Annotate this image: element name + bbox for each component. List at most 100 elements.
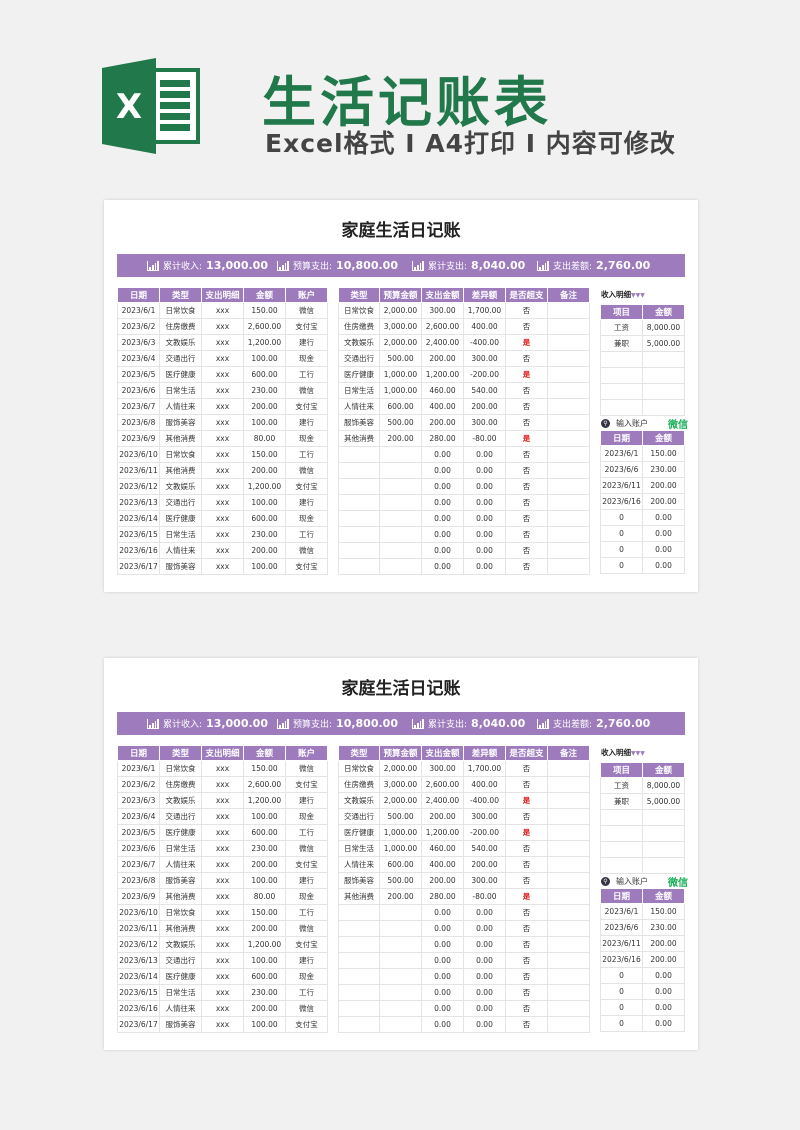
table-cell[interactable]: [600, 857, 643, 874]
table-cell[interactable]: 150.00: [243, 446, 286, 463]
table-cell[interactable]: 微信: [285, 1000, 328, 1017]
table-cell[interactable]: [547, 478, 590, 495]
table-cell[interactable]: [600, 809, 643, 826]
table-cell[interactable]: 0: [600, 983, 643, 1000]
table-cell[interactable]: xxx: [201, 856, 244, 873]
table-cell[interactable]: [642, 383, 685, 400]
table-cell[interactable]: 2023/6/16: [117, 542, 160, 559]
table-cell[interactable]: [642, 841, 685, 858]
table-cell[interactable]: 0: [600, 967, 643, 984]
table-cell[interactable]: [379, 968, 422, 985]
table-cell[interactable]: -80.00: [463, 430, 506, 447]
table-cell[interactable]: 否: [505, 776, 548, 793]
table-cell[interactable]: 交通出行: [338, 350, 380, 367]
table-cell[interactable]: 医疗健康: [159, 510, 202, 527]
table-cell[interactable]: 2023/6/7: [117, 398, 160, 415]
table-cell[interactable]: 200.00: [379, 888, 422, 905]
table-cell[interactable]: -80.00: [463, 888, 506, 905]
table-cell[interactable]: 支付宝: [285, 398, 328, 415]
table-cell[interactable]: 交通出行: [159, 494, 202, 511]
table-cell[interactable]: xxx: [201, 760, 244, 777]
table-cell[interactable]: 其他消费: [159, 920, 202, 937]
table-cell[interactable]: 2023/6/1: [600, 903, 643, 920]
table-cell[interactable]: 0.00: [642, 1015, 685, 1032]
table-cell[interactable]: 否: [505, 856, 548, 873]
table-cell[interactable]: 150.00: [243, 760, 286, 777]
table-cell[interactable]: [547, 462, 590, 479]
table-cell[interactable]: 0.00: [642, 999, 685, 1016]
table-cell[interactable]: [547, 920, 590, 937]
table-cell[interactable]: 日常饮食: [338, 302, 380, 319]
table-cell[interactable]: 0.00: [421, 558, 464, 575]
table-cell[interactable]: 230.00: [243, 984, 286, 1001]
table-cell[interactable]: 建行: [285, 792, 328, 809]
table-cell[interactable]: 200.00: [642, 951, 685, 968]
table-cell[interactable]: 否: [505, 414, 548, 431]
table-cell[interactable]: 日常饮食: [159, 302, 202, 319]
table-cell[interactable]: xxx: [201, 526, 244, 543]
table-cell[interactable]: 2023/6/16: [117, 1000, 160, 1017]
table-cell[interactable]: 现金: [285, 968, 328, 985]
table-cell[interactable]: [338, 1000, 380, 1017]
table-cell[interactable]: 建行: [285, 334, 328, 351]
table-cell[interactable]: xxx: [201, 1000, 244, 1017]
table-cell[interactable]: 服饰美容: [338, 872, 380, 889]
table-cell[interactable]: 住房缴费: [159, 776, 202, 793]
table-cell[interactable]: [338, 494, 380, 511]
table-cell[interactable]: 住房缴费: [338, 318, 380, 335]
table-cell[interactable]: [547, 936, 590, 953]
table-cell[interactable]: 200.00: [421, 350, 464, 367]
account-input[interactable]: 微信: [668, 420, 688, 431]
table-cell[interactable]: 200.00: [243, 398, 286, 415]
table-cell[interactable]: 日常生活: [159, 840, 202, 857]
table-cell[interactable]: 日常生活: [159, 984, 202, 1001]
table-cell[interactable]: 600.00: [243, 366, 286, 383]
table-cell[interactable]: [547, 792, 590, 809]
table-cell[interactable]: 1,000.00: [379, 366, 422, 383]
table-cell[interactable]: 2023/6/1: [600, 445, 643, 462]
table-cell[interactable]: [379, 920, 422, 937]
table-cell[interactable]: [379, 542, 422, 559]
table-cell[interactable]: [547, 952, 590, 969]
table-cell[interactable]: [338, 478, 380, 495]
table-cell[interactable]: 100.00: [243, 808, 286, 825]
table-cell[interactable]: xxx: [201, 888, 244, 905]
table-cell[interactable]: 150.00: [243, 302, 286, 319]
table-cell[interactable]: 0.00: [421, 462, 464, 479]
table-cell[interactable]: 200.00: [642, 935, 685, 952]
table-cell[interactable]: [547, 760, 590, 777]
table-cell[interactable]: 100.00: [243, 414, 286, 431]
table-cell[interactable]: [600, 825, 643, 842]
table-cell[interactable]: 8,000.00: [642, 319, 685, 336]
table-cell[interactable]: 2023/6/11: [600, 935, 643, 952]
table-cell[interactable]: 服饰美容: [338, 414, 380, 431]
table-cell[interactable]: xxx: [201, 318, 244, 335]
table-cell[interactable]: [379, 494, 422, 511]
table-cell[interactable]: 0.00: [463, 984, 506, 1001]
table-cell[interactable]: 100.00: [243, 350, 286, 367]
table-cell[interactable]: 5,000.00: [642, 793, 685, 810]
table-cell[interactable]: xxx: [201, 808, 244, 825]
table-cell[interactable]: 日常饮食: [159, 446, 202, 463]
table-cell[interactable]: xxx: [201, 510, 244, 527]
table-cell[interactable]: [547, 1016, 590, 1033]
table-cell[interactable]: -200.00: [463, 824, 506, 841]
table-cell[interactable]: 0: [600, 557, 643, 574]
table-cell[interactable]: 0.00: [463, 510, 506, 527]
table-cell[interactable]: 1,700.00: [463, 302, 506, 319]
table-cell[interactable]: [547, 494, 590, 511]
table-cell[interactable]: 工行: [285, 904, 328, 921]
table-cell[interactable]: 工行: [285, 526, 328, 543]
table-cell[interactable]: 280.00: [421, 888, 464, 905]
table-cell[interactable]: xxx: [201, 302, 244, 319]
table-cell[interactable]: 2023/6/6: [600, 919, 643, 936]
table-cell[interactable]: 日常饮食: [159, 760, 202, 777]
table-cell[interactable]: -400.00: [463, 334, 506, 351]
table-cell[interactable]: 2023/6/13: [117, 494, 160, 511]
table-cell[interactable]: [547, 558, 590, 575]
table-cell[interactable]: 2023/6/6: [117, 840, 160, 857]
table-cell[interactable]: [338, 904, 380, 921]
table-cell[interactable]: 2023/6/8: [117, 414, 160, 431]
table-cell[interactable]: 工资: [600, 319, 643, 336]
table-cell[interactable]: 0: [600, 1015, 643, 1032]
